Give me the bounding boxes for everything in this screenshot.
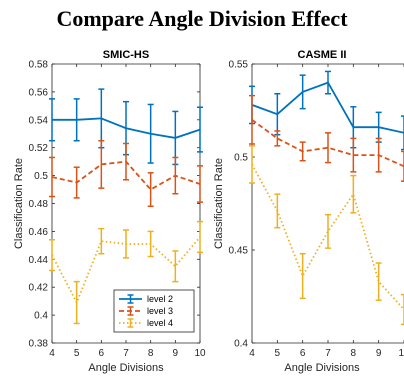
y-tick-label: 0.5 xyxy=(34,171,48,182)
legend-label: level 2 xyxy=(147,294,173,304)
series-level-2 xyxy=(49,88,203,166)
y-tick-label: 0.42 xyxy=(29,283,49,294)
y-tick-label: 0.55 xyxy=(229,60,249,71)
series-level-4 xyxy=(249,145,404,326)
subplot-title: SMIC-HS xyxy=(103,49,149,61)
series-level-4 xyxy=(49,220,203,325)
y-tick-label: 0.44 xyxy=(29,255,49,266)
x-tick-label: 8 xyxy=(148,348,154,359)
legend-label: level 4 xyxy=(147,318,173,328)
x-tick-label: 10 xyxy=(398,348,404,359)
x-axis-label: Angle Divisions xyxy=(88,362,164,374)
x-tick-label: 10 xyxy=(194,348,206,359)
y-tick-label: 0.38 xyxy=(29,339,49,350)
y-tick-label: 0.52 xyxy=(29,143,49,154)
y-tick-label: 0.4 xyxy=(234,339,248,350)
y-tick-label: 0.56 xyxy=(29,87,49,98)
x-axis-label: Angle Divisions xyxy=(284,362,360,374)
legend-label: level 3 xyxy=(147,306,173,316)
y-tick-label: 0.46 xyxy=(29,227,49,238)
subplot-title: CASME II xyxy=(298,49,347,61)
panel-casme-ii: CASME II 0.4 0.45 0.5 0.55 4 5 6 7 8 9 10 Angle Divi… xyxy=(213,49,404,374)
x-tick-label: 4 xyxy=(249,348,255,359)
x-tick-label: 7 xyxy=(325,348,331,359)
y-tick-label: 0.58 xyxy=(29,60,49,71)
series-line xyxy=(51,160,201,191)
x-tick-label: 9 xyxy=(376,348,382,359)
y-tick-label: 0.54 xyxy=(29,115,49,126)
series-line xyxy=(251,163,404,311)
legend: level 2 level 3 level 4 xyxy=(113,289,195,333)
series-level-3 xyxy=(49,139,203,208)
x-tick-label: 8 xyxy=(351,348,357,359)
x-tick-label: 9 xyxy=(173,348,179,359)
y-tick-label: 0.4 xyxy=(34,311,48,322)
x-tick-label: 5 xyxy=(275,348,281,359)
y-tick-label: 0.5 xyxy=(234,153,248,164)
x-tick-label: 6 xyxy=(300,348,306,359)
y-axis-label: Classification Rate xyxy=(13,158,25,249)
y-axis-label: Classification Rate xyxy=(213,158,225,249)
series-line xyxy=(251,81,404,134)
x-tick-label: 4 xyxy=(49,348,55,359)
series-line xyxy=(251,119,404,168)
y-tick-label: 0.45 xyxy=(229,246,249,257)
x-tick-label: 7 xyxy=(123,348,129,359)
series-line xyxy=(51,236,201,305)
series-level-3 xyxy=(249,94,404,182)
panel-smic-hs: SMIC-HS 0.38 0.4 0.42 0.44 0.46 0.48 0.5 0.52 0.5… xyxy=(13,49,206,374)
x-tick-label: 6 xyxy=(99,348,105,359)
y-tick-label: 0.48 xyxy=(29,199,49,210)
x-tick-label: 5 xyxy=(74,348,80,359)
series-line xyxy=(52,117,201,139)
figure-title: Compare Angle Division Effect xyxy=(56,6,348,31)
